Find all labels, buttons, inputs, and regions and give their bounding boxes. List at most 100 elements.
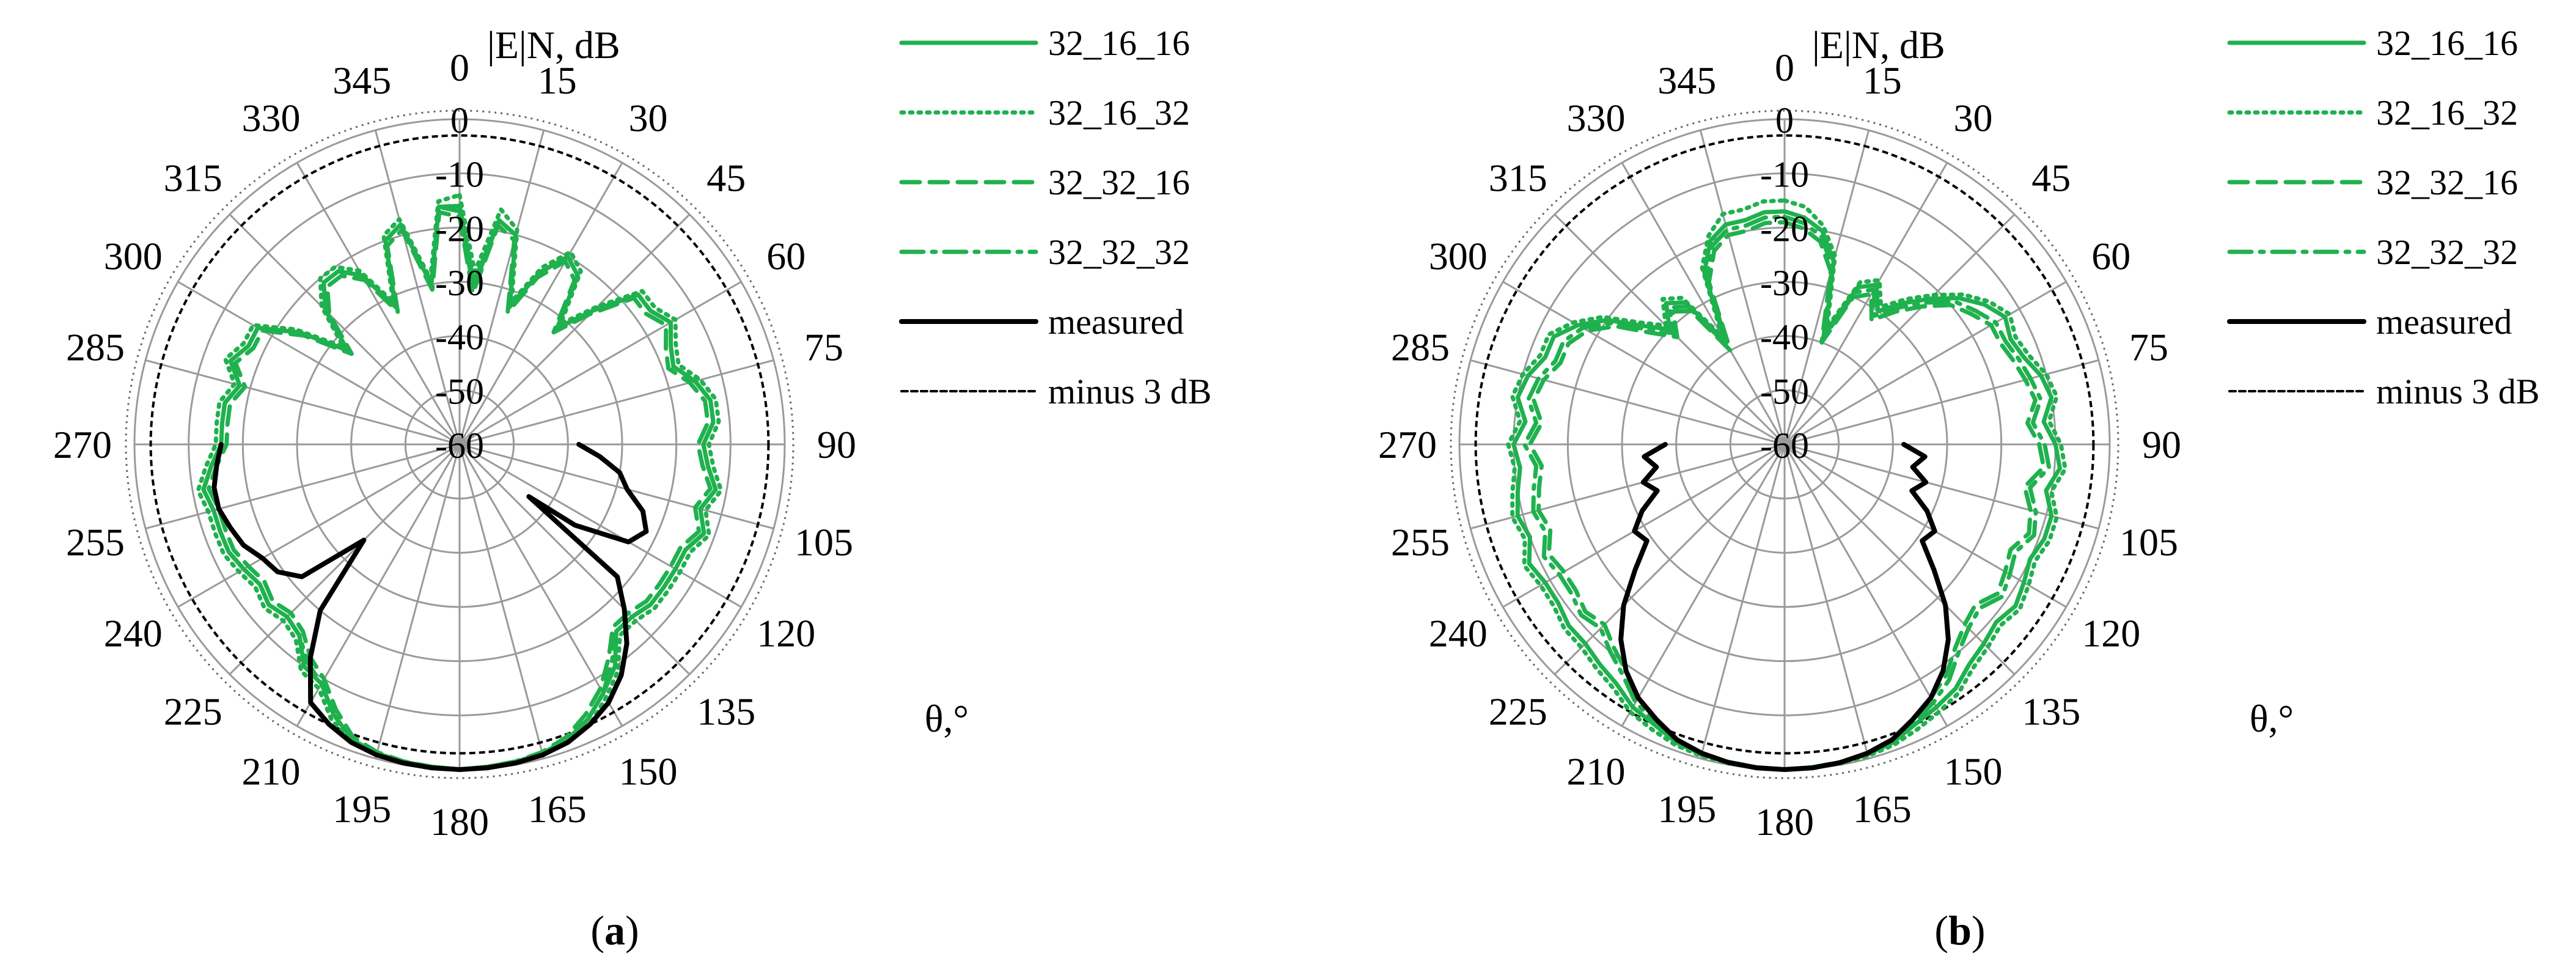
pa-r-tick-label: -10 — [435, 155, 484, 195]
pb-r-tick-label: -60 — [1760, 425, 1809, 466]
pa-angle-tick-label: 150 — [619, 749, 678, 793]
pb-angle-tick-label: 75 — [2129, 325, 2168, 369]
pa-series-32_32_32 — [201, 204, 718, 772]
pb-angle-tick-label: 240 — [1429, 612, 1488, 655]
pb-r-tick-label: -40 — [1760, 317, 1809, 358]
pa-r-tick-label: -30 — [435, 263, 484, 303]
pb-r-tick-label: -10 — [1760, 155, 1809, 195]
pb-series-32_16_32 — [1506, 198, 2068, 772]
pb-grid-spoke-15 — [1783, 130, 1870, 445]
pa-angle-tick-label: 45 — [706, 156, 746, 200]
pb-legend-label: 32_16_32 — [2376, 93, 2518, 133]
pa-r-tick-label: -20 — [435, 208, 484, 249]
pa-grid-spoke-345 — [374, 130, 461, 445]
pa-angle-tick-label: 255 — [66, 521, 125, 564]
pa-grid-spoke-105 — [459, 443, 774, 530]
pa-r-tick-label: -60 — [435, 425, 484, 466]
pa-angle-tick-label: 345 — [332, 59, 391, 102]
pb-angle-tick-label: 105 — [2119, 521, 2178, 564]
pb-angle-tick-label: 90 — [2142, 423, 2181, 466]
pa-angle-tick-label: 300 — [104, 235, 163, 278]
pb-grid-spoke-300 — [1502, 281, 1785, 446]
pb-angle-tick-label: 135 — [2022, 689, 2080, 733]
pa-legend-label: measured — [1048, 302, 1184, 342]
pb-angle-axis-label: θ,° — [2250, 697, 2294, 740]
pb-angle-tick-label: 15 — [1863, 59, 1902, 102]
pb-legend: 32_16_16 32_16_32 32_32_16 32_32_32 measured… — [2227, 23, 2540, 411]
pa-r-tick-label: -50 — [435, 371, 484, 411]
pa-angle-tick-label: 30 — [629, 97, 668, 140]
pb-legend-label: 32_32_16 — [2376, 163, 2518, 202]
pa-legend-label: 32_16_32 — [1048, 93, 1190, 133]
pa-grid-spoke-330 — [296, 162, 461, 445]
pb-angle-tick-label: 120 — [2082, 612, 2140, 655]
pb-grid-spoke-330 — [1621, 162, 1786, 445]
pb-radial-axis-label: |E|N, dB — [1812, 23, 1945, 67]
pa-grid-spoke-135 — [458, 443, 691, 675]
pb-angle-tick-label: 330 — [1567, 97, 1626, 140]
pb-grid-spoke-195 — [1699, 444, 1786, 759]
pa-grid-spoke-30 — [458, 162, 623, 445]
pb-legend-label: 32_16_16 — [2376, 23, 2518, 63]
pb-grid-spoke-45 — [1783, 213, 2016, 446]
pb-angle-tick-label: 210 — [1567, 749, 1626, 793]
pa-grid-spoke-75 — [459, 359, 774, 446]
pa-angle-tick-label: 60 — [766, 235, 805, 278]
pb-angle-tick-label: 0 — [1775, 46, 1794, 89]
pb-series-32_32_16 — [1527, 220, 2046, 772]
pa-outer-frame — [125, 109, 794, 779]
pa-angle-tick-label: 315 — [164, 156, 222, 200]
pb-grid-spoke-30 — [1783, 162, 1948, 445]
pa-angle-tick-label: 75 — [804, 325, 843, 369]
pb-angle-tick-label: 345 — [1657, 59, 1716, 102]
pa-angle-tick-label: 180 — [430, 800, 489, 844]
pa-angle-tick-label: 210 — [242, 749, 301, 793]
pa-angle-tick-label: 135 — [697, 689, 755, 733]
pa-grid-spoke-150 — [458, 444, 623, 727]
pb-grid-spoke-120 — [1784, 443, 2067, 608]
pb-angle-tick-label: 255 — [1391, 521, 1450, 564]
pb-r-tick-label: -30 — [1760, 263, 1809, 303]
pb-grid-spoke-105 — [1784, 443, 2099, 530]
pa-series-measured — [211, 442, 649, 772]
pa-angle-tick-label: 225 — [164, 689, 222, 733]
pb-angle-tick-label: 60 — [2091, 235, 2130, 278]
pa-grid-spoke-285 — [145, 359, 460, 446]
pb-grid-spoke-150 — [1783, 444, 1948, 727]
pa-angle-tick-label: 195 — [332, 787, 391, 831]
pb-panel-label: (b) — [1934, 907, 1985, 954]
pa-legend-label: minus 3 dB — [1048, 372, 1212, 411]
pb-outer-frame — [1450, 109, 2119, 779]
polar-chart-a: 0 -10 -20 -30 -40 -50 -60 0 15 30 45 60 75 90 105 12013… — [53, 23, 1212, 954]
pb-series-measured — [1618, 442, 1951, 772]
pb-angle-tick-label: 315 — [1489, 156, 1547, 200]
pa-radial-axis-label: |E|N, dB — [487, 23, 620, 67]
pa-legend-label: 32_32_32 — [1048, 232, 1190, 272]
pa-grid-spoke-195 — [374, 444, 461, 759]
pb-angle-tick-label: 30 — [1954, 97, 1993, 140]
pb-angle-tick-label: 195 — [1657, 787, 1716, 831]
pa-grid-spoke-120 — [459, 443, 742, 608]
pa-legend-label: 32_32_16 — [1048, 163, 1190, 202]
pa-angle-tick-label: 240 — [104, 612, 163, 655]
pb-grid-spoke-240 — [1502, 443, 1785, 608]
pb-grid-spoke-135 — [1783, 443, 2016, 675]
pb-grid-spoke-60 — [1784, 281, 2067, 446]
pa-grid-spoke-225 — [229, 443, 461, 675]
pa-angle-tick-label: 0 — [450, 46, 469, 89]
pb-angle-tick-label: 180 — [1755, 800, 1814, 844]
pa-angle-axis-label: θ,° — [925, 697, 969, 740]
pa-r-tick-label: 0 — [450, 100, 469, 141]
pa-reference-circle — [149, 134, 770, 755]
pa-r-tick-label: -40 — [435, 317, 484, 358]
pa-grid-spoke-315 — [229, 213, 461, 446]
pa-grid-spoke-60 — [459, 281, 742, 446]
pb-angle-tick-label: 150 — [1944, 749, 2003, 793]
pa-angle-tick-label: 15 — [538, 59, 577, 102]
pb-grid-spoke-165 — [1783, 444, 1870, 759]
pb-angle-tick-label: 285 — [1391, 325, 1450, 369]
pa-grid-spoke-240 — [177, 443, 460, 608]
pa-grid-spoke-255 — [145, 443, 460, 530]
pa-grid-spoke-15 — [458, 130, 545, 445]
